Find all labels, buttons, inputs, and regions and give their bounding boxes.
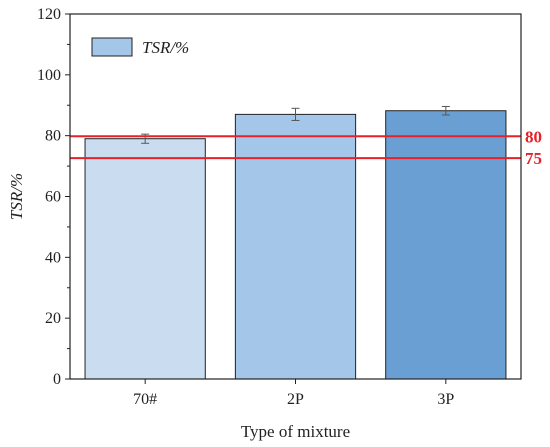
y-tick-label: 0: [53, 371, 61, 388]
error-bars-group: [141, 105, 450, 144]
x-tick-label: 70#: [133, 391, 157, 408]
y-tick-label: 20: [45, 310, 61, 327]
reference-label-0: 80: [525, 127, 542, 146]
y-tick-label: 40: [45, 249, 61, 266]
x-axis-ticks: 70# 2P 3P: [133, 379, 454, 408]
x-axis-title: Type of mixture: [241, 422, 350, 441]
reference-lines-group: [70, 135, 521, 160]
bar-2: [385, 110, 507, 380]
y-tick-label: 100: [37, 67, 61, 84]
bars-group: [84, 110, 507, 380]
x-tick-label: 2P: [287, 391, 304, 408]
bar-1: [234, 113, 357, 380]
y-axis-ticks: 0 20 40 60 80 100 120: [37, 6, 70, 388]
y-tick-label: 120: [37, 6, 61, 23]
reference-label-1: 75: [525, 149, 542, 168]
y-tick-label: 60: [45, 189, 61, 206]
y-tick-label: 80: [45, 128, 61, 145]
legend-swatch: [91, 37, 133, 57]
legend-label: TSR/%: [142, 38, 189, 57]
y-axis-title: TSR/%: [7, 173, 26, 220]
legend: TSR/%: [91, 37, 189, 57]
x-tick-label: 3P: [437, 391, 454, 408]
bar-0: [84, 138, 206, 380]
